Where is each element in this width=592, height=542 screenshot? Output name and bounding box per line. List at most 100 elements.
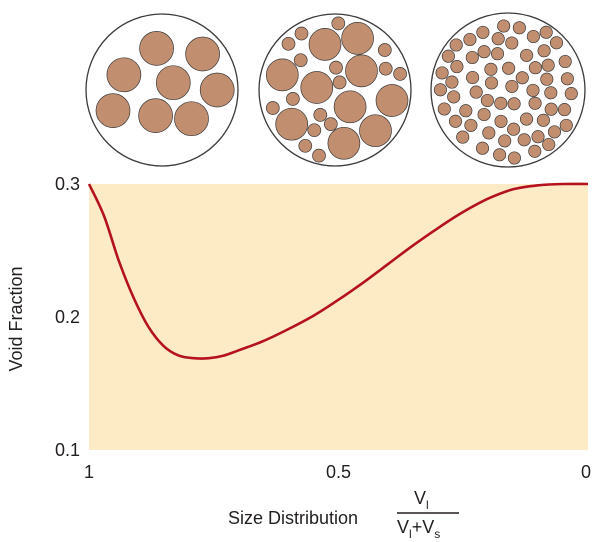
y-tick-label: 0.2 [55,307,80,327]
particle [484,62,498,76]
particle [547,125,562,139]
fraction-plus: + [412,517,423,537]
particle [465,50,479,65]
particle [507,151,521,165]
particle [333,90,367,124]
particle [327,126,361,160]
particle [507,97,521,111]
y-axis-ticks: 0.3 0.2 0.1 [55,174,80,460]
particle [536,113,550,127]
particle [307,123,322,138]
x-tick-label: 0.5 [326,462,351,482]
particle [507,122,521,136]
large-spheres-packing [85,13,239,167]
particle [494,96,508,110]
particle [375,84,409,117]
packing-illustrations [85,12,586,168]
particle [528,96,542,110]
particle [312,148,326,163]
particle [281,36,296,51]
particle [459,104,473,118]
particle [505,79,519,93]
denominator-right-subscript: s [434,527,440,541]
particle [477,107,491,122]
particle [466,70,480,85]
particle [482,126,496,140]
particle [520,48,534,62]
particle [526,83,540,97]
particle [313,108,328,122]
void-fraction-curve [87,182,589,360]
particle [139,31,174,66]
particle [437,102,451,116]
particle [512,21,526,35]
particle [528,61,542,75]
particle [456,130,470,144]
small-spheres-packing [430,12,586,168]
y-tick-label: 0.3 [55,174,80,194]
particle [445,75,459,89]
particle [174,101,209,137]
particle [275,107,309,141]
particle [138,98,173,133]
plot-area [89,184,588,450]
particle [464,118,478,132]
y-tick-label: 0.1 [55,440,80,460]
particle [484,76,499,90]
particle [378,61,393,76]
chart: 1 0.5 0 0.3 0.2 0.1 Void Fraction Size Distr… [6,174,591,541]
particle [519,112,534,126]
particle [265,58,299,92]
particle [490,47,505,61]
y-axis-label: Void Fraction [6,266,26,371]
particle [341,22,374,55]
x-tick-label: 1 [84,462,94,482]
svg-text:Vl+Vs: Vl+Vs [397,517,440,541]
particle [475,141,490,155]
particle [542,137,556,152]
particle [449,38,463,52]
particle [447,90,461,104]
particle [448,114,463,128]
particle [331,16,346,31]
particle [502,61,516,75]
particle [515,71,529,85]
particle [494,114,508,128]
particle [517,133,531,147]
fraction-numerator-subscript: l [426,498,429,512]
particle [549,36,564,50]
particle [95,93,131,128]
particle [441,49,455,63]
particle [469,85,483,99]
particle [450,60,464,74]
fraction-denominator-right: V [422,517,434,537]
particle [155,65,191,101]
particle [539,25,553,39]
particle [199,72,235,108]
particle [528,144,542,158]
particle [293,53,308,68]
particle [544,86,558,100]
x-axis-label-text: Size Distribution [228,508,358,528]
particle [329,60,343,75]
fraction-numerator: V [414,488,426,508]
particle [298,138,313,153]
mixed-spheres-packing [258,13,412,167]
particle [493,148,507,162]
particle [544,102,558,116]
particle [526,29,540,44]
fraction-denominator-left: V [397,517,409,537]
particle [393,67,407,81]
particle [540,72,554,86]
particle [505,36,519,50]
particle [463,32,477,47]
particle [480,93,494,108]
particle [286,92,300,106]
particle [294,26,309,41]
particle [435,66,449,80]
particle [106,57,142,93]
particle [323,117,338,131]
x-tick-label: 0 [581,462,591,482]
particle [557,103,572,117]
